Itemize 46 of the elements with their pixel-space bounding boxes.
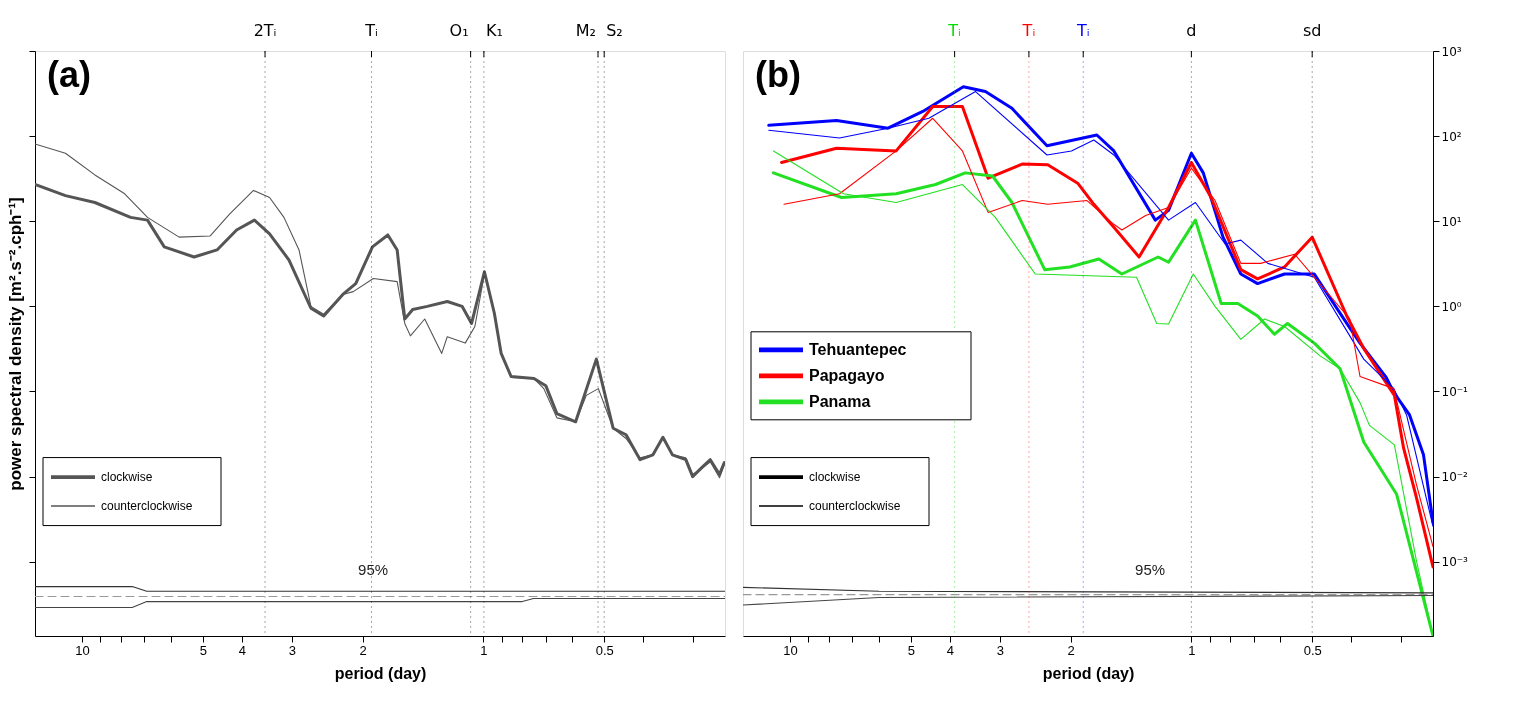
- legend-label: Tehuantepec: [809, 340, 907, 358]
- y-tick-label: 10⁰: [1441, 299, 1462, 314]
- ref-line-label: Tᵢ: [364, 21, 378, 40]
- x-tick-label: 4: [238, 642, 246, 658]
- x-axis-title: period (day): [1042, 664, 1135, 682]
- y-tick-label: 10¹: [1441, 214, 1462, 229]
- x-tick-label: 5: [199, 642, 207, 658]
- y-tick-label: 10³: [1441, 44, 1462, 59]
- x-tick-label: 5: [907, 642, 915, 658]
- ref-line-label: sd: [1302, 21, 1322, 40]
- x-tick-label: 0.5: [1303, 642, 1322, 658]
- ref-line-label: S₂: [606, 21, 623, 40]
- chart-title: (a): [47, 54, 91, 95]
- ref-line-label: d: [1186, 21, 1197, 40]
- x-tick-label: 3: [996, 642, 1005, 658]
- legend-label: clockwise: [101, 470, 153, 485]
- y-tick-label: 10⁻¹: [1441, 384, 1469, 399]
- x-tick-label: 10: [75, 642, 90, 658]
- legend-label: clockwise: [809, 470, 861, 485]
- x-tick-label: 1: [1188, 642, 1196, 658]
- y-tick-label: 10²: [1441, 129, 1462, 144]
- x-tick-label: 0.5: [595, 642, 614, 658]
- ref-line-label: Tᵢ: [1075, 21, 1090, 40]
- ref-line-label: K₁: [485, 21, 503, 40]
- x-tick-label: 10: [783, 642, 798, 658]
- y-axis-title: power spectral density [m².s⁻².cph⁻¹]: [6, 197, 25, 491]
- annotation: 95%: [1135, 560, 1166, 578]
- legend-label: Panama: [809, 392, 871, 410]
- x-tick-label: 2: [1067, 642, 1075, 658]
- ref-line-label: M₂: [575, 21, 597, 40]
- x-tick-label: 1: [480, 642, 488, 658]
- ref-line-label: O₁: [449, 21, 469, 40]
- y-tick-label: 10⁻³: [1441, 555, 1469, 570]
- ref-line-label: Tᵢ: [1021, 21, 1036, 40]
- legend-label: counterclockwise: [101, 499, 193, 514]
- ref-line-label: 2Tᵢ: [253, 21, 277, 40]
- x-tick-label: 4: [946, 642, 954, 658]
- legend-label: Papagayo: [809, 366, 885, 384]
- x-axis-title: period (day): [334, 664, 427, 682]
- chart-title: (b): [755, 54, 801, 95]
- legend-label: counterclockwise: [809, 499, 901, 514]
- y-tick-label: 10⁻²: [1441, 470, 1469, 485]
- annotation: 95%: [358, 560, 389, 578]
- x-tick-label: 3: [288, 642, 297, 658]
- ref-line-label: Tᵢ: [947, 21, 961, 40]
- x-tick-label: 2: [359, 642, 367, 658]
